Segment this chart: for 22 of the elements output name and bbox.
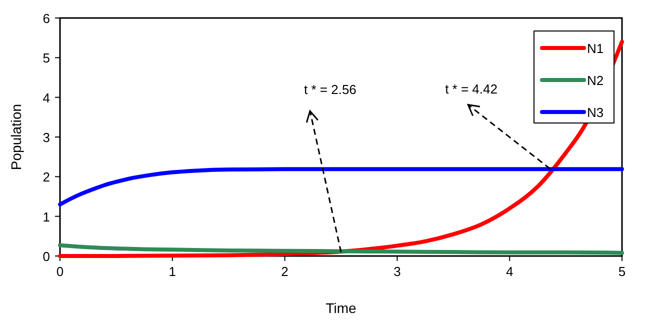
line-series	[58, 243, 624, 255]
y-tick-label: 2	[42, 170, 50, 185]
y-axis-title: Population	[8, 104, 24, 170]
y-tick-label: 3	[42, 130, 50, 145]
y-tick-label: 1	[42, 209, 50, 224]
x-tick-label: 2	[281, 264, 288, 279]
x-tick-label: 4	[506, 264, 514, 279]
x-tick-label: 5	[618, 264, 626, 279]
legend-label: N1	[587, 41, 604, 56]
x-tick-label: 0	[56, 264, 64, 279]
x-tick-label: 1	[168, 264, 176, 279]
x-tick-label: 3	[394, 264, 401, 279]
x-axis-title: Time	[326, 300, 357, 316]
y-tick-label: 0	[42, 249, 50, 264]
annotation: t * = 4.42	[445, 82, 498, 97]
y-tick-label: 6	[42, 11, 50, 26]
y-tick-label: 5	[42, 50, 50, 66]
line-series	[58, 167, 624, 206]
legend-label: N3	[587, 105, 604, 120]
y-tick-label: 4	[42, 90, 50, 106]
annotation: t * = 2.56	[304, 82, 356, 98]
legend-label: N2	[587, 73, 604, 88]
